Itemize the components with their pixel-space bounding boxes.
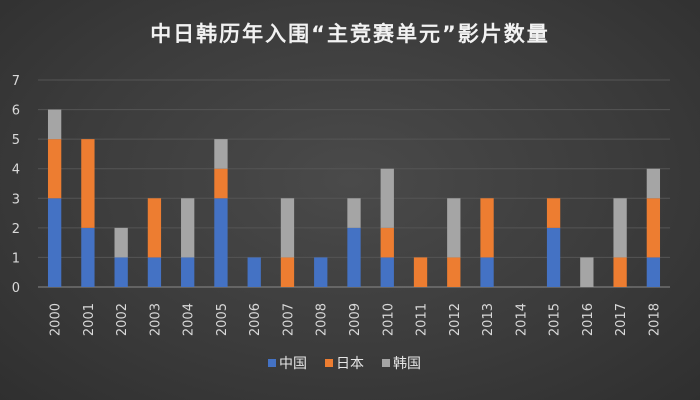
bar-segment xyxy=(214,198,228,287)
bar-segment xyxy=(380,227,394,258)
x-tick-label: 2005 xyxy=(215,303,230,336)
bar-segment xyxy=(181,198,195,258)
legend-item: 韩国 xyxy=(382,356,421,372)
x-tick-label: 2010 xyxy=(381,303,396,336)
legend-swatch xyxy=(382,359,390,367)
bar-segment xyxy=(247,257,261,287)
legend-label: 日本 xyxy=(336,356,364,372)
x-tick-label: 2018 xyxy=(647,303,662,336)
bar-segment xyxy=(546,198,561,228)
bars xyxy=(47,109,661,287)
bar-segment xyxy=(147,257,162,287)
bar-segment xyxy=(214,139,228,169)
bar-segment xyxy=(181,257,195,287)
bar-segment xyxy=(81,227,95,287)
bar-segment xyxy=(114,257,128,287)
y-axis-ticks: 0 1 2 3 4 5 6 7 xyxy=(12,74,20,296)
legend-swatch xyxy=(268,359,276,367)
bar-segment xyxy=(47,139,62,199)
bar-segment xyxy=(380,168,394,228)
bar-segment xyxy=(147,198,162,258)
x-tick-label: 2007 xyxy=(281,303,296,336)
x-tick-label: 2000 xyxy=(49,303,64,336)
bar-segment xyxy=(646,198,661,258)
bar-segment xyxy=(447,198,461,258)
y-tick-label: 0 xyxy=(12,281,20,296)
legend-item: 日本 xyxy=(325,356,364,372)
bar-segment xyxy=(613,198,627,258)
x-tick-label: 2012 xyxy=(448,303,463,336)
legend-label: 中国 xyxy=(279,356,307,372)
bar-segment xyxy=(546,227,561,287)
bar-segment xyxy=(646,168,661,199)
bar-segment xyxy=(214,168,228,199)
bar-segment xyxy=(480,257,494,287)
legend-label: 韩国 xyxy=(393,356,421,372)
bar-segment xyxy=(81,139,95,228)
x-axis-ticks: 2000 2001 2002 2003 2004 2005 2006 2007 2008 2009… xyxy=(49,303,663,336)
y-tick-label: 7 xyxy=(12,74,20,89)
x-tick-label: 2002 xyxy=(115,303,130,336)
bar-segment xyxy=(447,257,461,287)
legend-swatch xyxy=(325,359,333,367)
legend: 中国 日本 韩国 xyxy=(268,356,421,372)
y-tick-label: 1 xyxy=(12,251,20,266)
y-tick-label: 4 xyxy=(12,163,20,178)
x-tick-label: 2013 xyxy=(481,303,496,336)
bar-segment xyxy=(413,257,428,287)
x-tick-label: 2017 xyxy=(614,303,629,336)
bar-segment xyxy=(380,257,394,287)
y-tick-label: 6 xyxy=(12,104,20,119)
bar-segment xyxy=(280,198,295,258)
bar-segment xyxy=(47,109,62,140)
legend-item: 中国 xyxy=(268,356,307,372)
y-tick-label: 2 xyxy=(12,222,20,237)
x-tick-label: 2004 xyxy=(182,303,197,336)
bar-segment xyxy=(613,257,627,287)
bar-segment xyxy=(347,198,361,228)
bar-segment xyxy=(47,198,62,287)
x-tick-label: 2014 xyxy=(514,303,529,336)
bar-segment xyxy=(646,257,661,287)
x-tick-label: 2001 xyxy=(82,303,97,336)
x-tick-label: 2008 xyxy=(315,303,330,336)
y-tick-label: 3 xyxy=(12,192,20,207)
bar-segment xyxy=(280,257,295,287)
chart-title: 中日韩历年入围“主竞赛单元”影片数量 xyxy=(150,22,550,46)
x-tick-label: 2006 xyxy=(248,303,263,336)
x-tick-label: 2009 xyxy=(348,303,363,336)
bar-segment xyxy=(314,257,328,287)
x-tick-label: 2015 xyxy=(548,303,563,336)
x-tick-label: 2016 xyxy=(581,303,596,336)
x-tick-label: 2011 xyxy=(415,303,430,336)
x-tick-label: 2003 xyxy=(148,303,163,336)
bar-segment xyxy=(347,227,361,287)
y-tick-label: 5 xyxy=(12,133,20,148)
bar-segment xyxy=(580,257,594,287)
bar-segment xyxy=(114,227,128,258)
bar-segment xyxy=(480,198,494,258)
